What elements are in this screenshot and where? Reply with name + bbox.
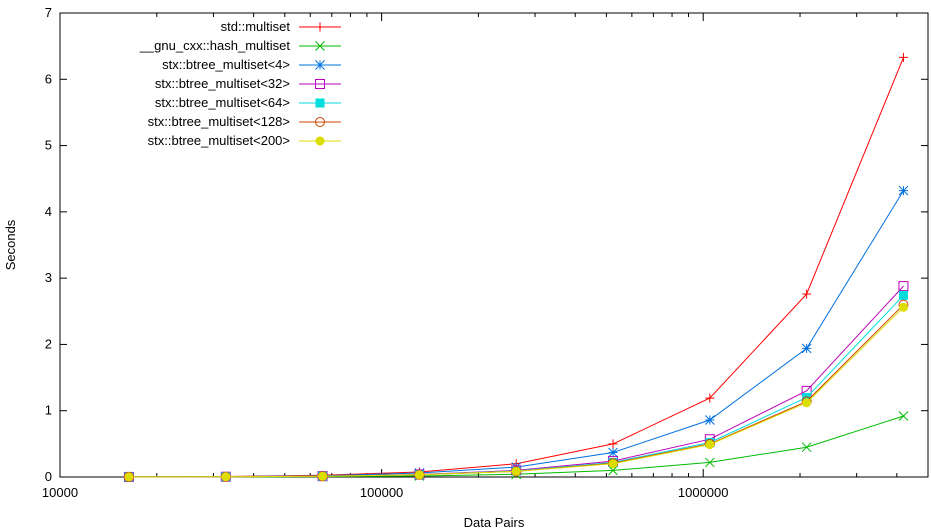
data-point [801,343,812,354]
y-tick-label: 5 [45,138,52,153]
series-group [123,52,909,482]
series [124,185,909,482]
data-point [705,393,715,403]
data-point [704,415,715,425]
series [124,290,908,482]
data-point [608,459,618,469]
data-point [898,281,909,292]
series-line [128,306,904,478]
data-point [802,289,812,299]
data-point [315,117,325,127]
y-tick-label: 2 [45,336,52,351]
data-point [315,22,325,32]
data-point [704,457,715,468]
data-point [124,472,134,482]
y-tick-label: 3 [45,270,52,285]
data-point [802,392,812,402]
y-tick-label: 1 [45,403,52,418]
x-tick-label: 1000000 [678,485,729,500]
plot-frame [59,12,929,478]
data-point [898,52,908,62]
legend-label: stx::btree_multiset<32> [155,76,290,91]
data-point [898,411,909,421]
data-point [801,442,812,453]
legend-label: std::multiset [221,19,291,34]
data-point [315,60,325,70]
legend-label: __gnu_cxx::hash_multiset [139,38,291,53]
y-tick-label: 4 [45,204,52,219]
data-point [608,439,618,449]
y-tick-label: 0 [45,469,52,484]
series-line [128,304,904,478]
legend-label: stx::btree_multiset<128> [148,114,290,129]
y-tick-label: 6 [45,71,52,86]
data-point [898,290,908,300]
x-tick-label: 10000 [42,485,78,500]
legend-label: stx::btree_multiset<64> [155,95,290,110]
data-point [608,447,618,458]
data-point [315,79,325,89]
legend-label: stx::btree_multiset<200> [148,133,290,148]
y-tick-label: 7 [45,5,52,20]
data-point [315,136,325,146]
data-point [414,470,424,480]
x-axis-label: Data Pairs [464,515,525,530]
data-point [898,302,908,312]
legend: std::multiset__gnu_cxx::hash_multisetstx… [139,19,341,148]
series [124,302,908,482]
x-tick-label: 100000 [360,485,403,500]
series [123,299,909,482]
data-point [898,185,909,196]
data-point [318,471,328,481]
series-line [128,295,904,478]
data-point [705,440,715,450]
data-point [221,472,231,482]
data-point [511,466,521,476]
axes: 0 1 2 3 4 5 6 7 10000 100000 1000000 [42,5,929,500]
y-axis-label: Seconds [3,219,18,270]
data-point [315,41,325,51]
data-point [608,465,618,476]
data-point [315,98,325,108]
legend-label: stx::btree_multiset<4> [162,57,290,72]
data-point [802,398,812,408]
series-line [128,190,904,478]
